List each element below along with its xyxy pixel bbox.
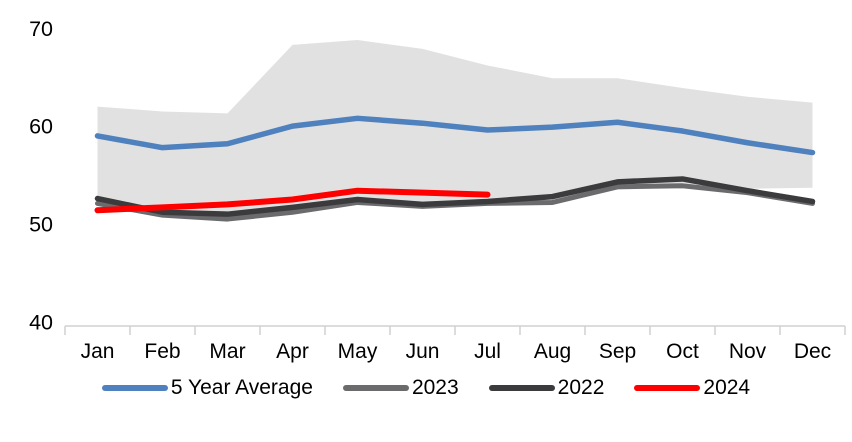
y-axis-label: 50 <box>29 212 53 236</box>
x-axis-label-sep: Sep <box>599 340 636 363</box>
y-axis-label: 40 <box>29 310 53 334</box>
x-axis-label-apr: Apr <box>276 340 309 363</box>
legend-item-2024: 2024 <box>634 376 750 400</box>
legend-label-2024: 2024 <box>703 376 751 399</box>
x-axis-label-dec: Dec <box>794 340 831 363</box>
legend-item-2022: 2022 <box>488 376 605 400</box>
legend-swatch-2022 <box>488 385 555 391</box>
series-line-5-year-average <box>94 115 816 156</box>
legend-label-2022: 2022 <box>557 376 605 399</box>
legend-swatch-5-year-average <box>101 385 168 391</box>
x-axis-label-oct: Oct <box>666 340 699 363</box>
legend-item-2023: 2023 <box>342 376 459 400</box>
line-chart: 70 60 50 40 Jan Feb Mar Apr May Jun Jul Aug Sep Oct No… <box>29 17 846 363</box>
x-axis-label-feb: Feb <box>144 340 180 363</box>
series-line-2022 <box>94 176 816 217</box>
chart-legend: 5 Year Average 2023 2022 2024 <box>0 366 852 410</box>
series-line-2024 <box>94 187 491 214</box>
legend-label-5-year-average: 5 Year Average <box>170 376 313 399</box>
legend-label-2023: 2023 <box>411 376 459 399</box>
x-axis-label-jun: Jun <box>406 340 440 363</box>
y-axis-label: 60 <box>29 115 53 139</box>
legend-swatch-2024 <box>634 385 701 391</box>
x-axis-label-jul: Jul <box>474 340 501 363</box>
x-axis-label-aug: Aug <box>534 340 571 363</box>
5-year-range-band <box>97 40 813 220</box>
y-axis-label: 70 <box>29 17 53 41</box>
legend-item-5-year-average: 5 Year Average <box>101 376 313 400</box>
x-axis-label-mar: Mar <box>209 340 245 363</box>
x-axis-label-jan: Jan <box>81 340 115 363</box>
x-axis-label-may: May <box>338 340 378 363</box>
x-axis-label-nov: Nov <box>729 340 767 363</box>
legend-swatch-2023 <box>342 385 409 391</box>
